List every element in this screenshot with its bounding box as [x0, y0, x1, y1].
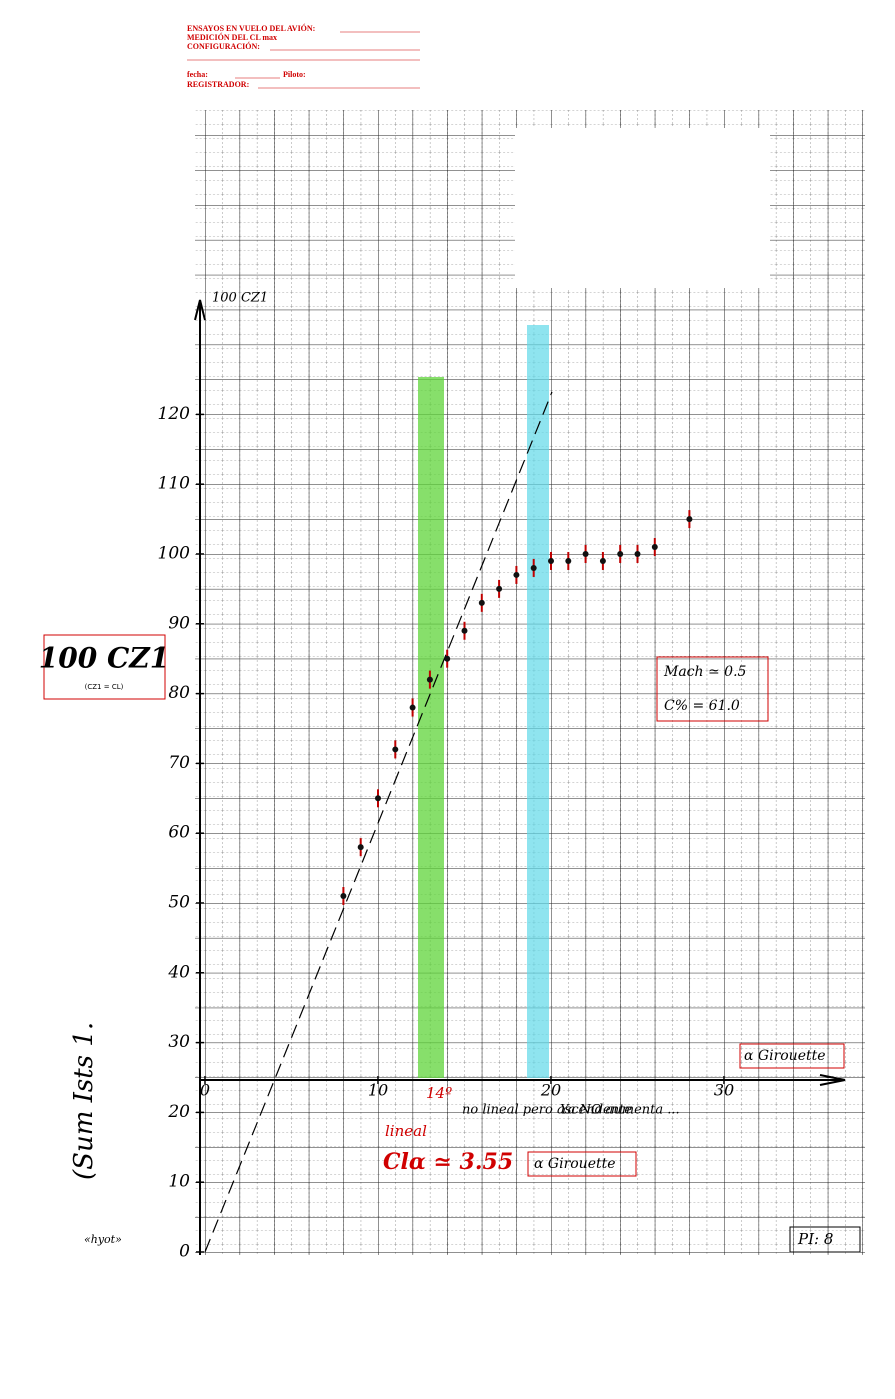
point: [444, 656, 450, 662]
y-tick-label: 120: [158, 404, 191, 424]
green-band: [418, 377, 444, 1078]
point: [392, 746, 398, 752]
header-line: CONFIGURACIÓN:: [187, 41, 260, 51]
point: [531, 565, 537, 571]
y-tick-label: 70: [168, 753, 190, 773]
point: [427, 677, 433, 683]
x-axis-label: α Girouette: [744, 1048, 826, 1064]
hyot: «hyot»: [84, 1233, 122, 1246]
y-tick-label: 90: [168, 613, 190, 633]
y-tick-label: 80: [168, 683, 190, 703]
header-line: REGISTRADOR:: [187, 80, 249, 89]
blank-patch: [515, 128, 770, 288]
y-tick-label: 40: [167, 962, 190, 982]
point: [635, 551, 641, 557]
mach: Mach ≃ 0.5: [663, 664, 747, 680]
y-tick-label: 100: [158, 544, 191, 564]
slope: Clα ≃ 3.55: [383, 1149, 513, 1175]
point: [340, 893, 346, 899]
point: [548, 558, 554, 564]
point: [565, 558, 571, 564]
y-tick-label: 30: [168, 1032, 190, 1052]
y-tick-label: 20: [167, 1102, 190, 1122]
header-line: ENSAYOS EN VUELO DEL AVIÓN:: [187, 23, 315, 33]
blue-band: [527, 325, 549, 1078]
cg: C% = 61.0: [664, 698, 740, 714]
point: [686, 516, 692, 522]
angle: 14º: [426, 1084, 452, 1102]
y-tick-label: 10: [168, 1172, 190, 1192]
point: [410, 705, 416, 711]
y-tick-label: 50: [168, 893, 190, 913]
point: [583, 551, 589, 557]
box-note: (CZ1 = CL): [85, 683, 124, 691]
point: [479, 600, 485, 606]
box-title: 100 CZ1: [39, 642, 169, 675]
point: [513, 572, 519, 578]
point: [600, 558, 606, 564]
linear: lineal: [385, 1122, 427, 1140]
point: [496, 586, 502, 592]
point: [375, 795, 381, 801]
header-line: Piloto:: [283, 70, 306, 79]
girouette: α Girouette: [534, 1156, 616, 1172]
no-increase: Ya NO aumenta ...: [560, 1103, 680, 1118]
point: [617, 551, 623, 557]
plate: PI: 8: [797, 1230, 833, 1248]
y-axis-label: 100 CZ1: [212, 291, 268, 306]
point: [358, 844, 364, 850]
header: ENSAYOS EN VUELO DEL AVIÓN:MEDICIÓN DEL …: [187, 23, 420, 89]
y-tick-label: 0: [179, 1242, 190, 1262]
point: [652, 544, 658, 550]
side-note: (Sum Ists 1.: [69, 1022, 99, 1180]
page: ENSAYOS EN VUELO DEL AVIÓN:MEDICIÓN DEL …: [0, 0, 895, 1399]
header-line: fecha:: [187, 70, 208, 79]
point: [462, 628, 468, 634]
header-line: MEDICIÓN DEL CL max: [187, 32, 277, 42]
y-tick-label: 60: [168, 823, 190, 843]
y-tick-label: 110: [158, 474, 191, 494]
